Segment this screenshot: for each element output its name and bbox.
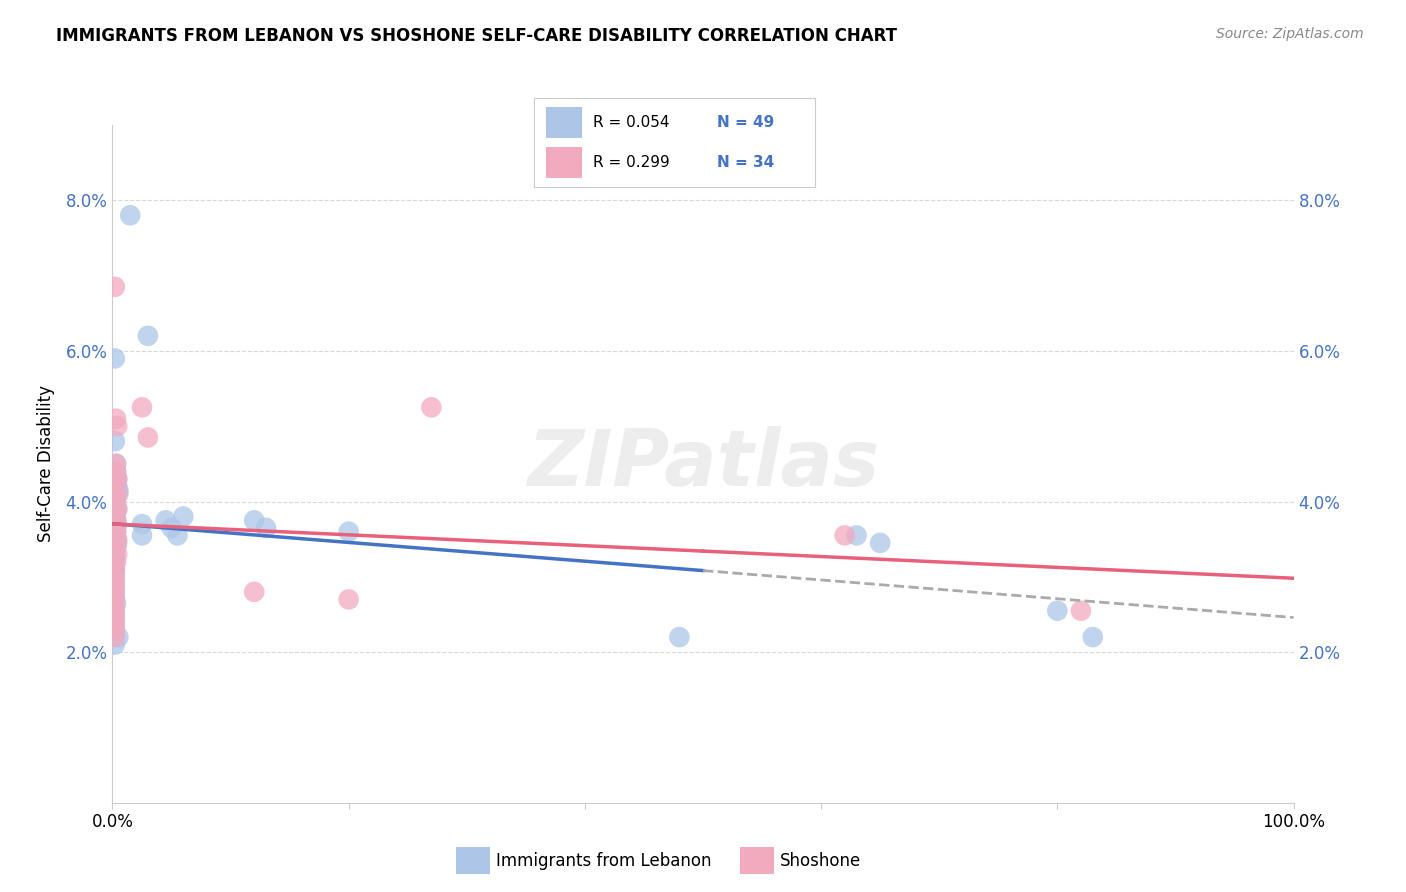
Point xyxy=(104,562,127,576)
Point xyxy=(105,555,128,569)
Point xyxy=(105,419,128,434)
Point xyxy=(105,547,128,561)
Point xyxy=(104,555,127,569)
Point xyxy=(105,517,128,532)
Point xyxy=(104,589,127,603)
Point xyxy=(420,401,443,415)
Point xyxy=(105,468,128,483)
Point xyxy=(105,479,128,493)
Point xyxy=(172,509,194,524)
Point xyxy=(104,592,127,607)
Point xyxy=(107,630,129,644)
Point xyxy=(120,208,142,222)
Point xyxy=(104,630,127,644)
Point xyxy=(104,351,127,366)
Point xyxy=(243,513,266,527)
Point xyxy=(104,434,127,449)
Text: N = 49: N = 49 xyxy=(717,115,775,129)
FancyBboxPatch shape xyxy=(546,147,582,178)
Point xyxy=(166,528,188,542)
Point xyxy=(104,509,127,524)
Text: ZIPatlas: ZIPatlas xyxy=(527,425,879,502)
Point xyxy=(869,536,891,550)
Point xyxy=(105,487,128,501)
Text: R = 0.299: R = 0.299 xyxy=(593,155,671,169)
Point xyxy=(254,521,277,535)
Point xyxy=(337,524,360,539)
Point xyxy=(104,574,127,588)
Point xyxy=(105,498,128,512)
Point xyxy=(104,570,127,584)
Point xyxy=(104,607,127,622)
Point xyxy=(107,483,129,498)
Point xyxy=(131,401,153,415)
Point xyxy=(1046,604,1069,618)
Point xyxy=(104,585,127,599)
Text: Immigrants from Lebanon: Immigrants from Lebanon xyxy=(496,852,711,870)
Point xyxy=(105,457,128,471)
Point xyxy=(105,472,128,486)
FancyBboxPatch shape xyxy=(546,107,582,138)
Point xyxy=(668,630,690,644)
Point xyxy=(105,457,128,471)
Point xyxy=(131,528,153,542)
Point xyxy=(105,532,128,546)
Point xyxy=(136,430,159,444)
Point xyxy=(105,524,128,539)
Point xyxy=(337,592,360,607)
Point xyxy=(160,521,183,535)
Point xyxy=(104,604,127,618)
Point xyxy=(243,585,266,599)
Point xyxy=(105,532,128,546)
Point xyxy=(104,611,127,625)
Point xyxy=(105,464,128,478)
Y-axis label: Self-Care Disability: Self-Care Disability xyxy=(37,385,55,542)
Point xyxy=(104,547,127,561)
Point xyxy=(104,599,127,614)
Point xyxy=(104,615,127,629)
Point xyxy=(105,513,128,527)
FancyBboxPatch shape xyxy=(456,847,489,874)
Point xyxy=(1070,604,1092,618)
Point xyxy=(131,517,153,532)
Point xyxy=(104,280,127,294)
Point xyxy=(834,528,856,542)
Point xyxy=(105,411,128,425)
Point xyxy=(105,494,128,508)
Point xyxy=(104,581,127,595)
Point xyxy=(105,472,128,486)
Point xyxy=(105,540,128,554)
Point xyxy=(105,517,128,532)
Point xyxy=(105,502,128,516)
Point xyxy=(104,566,127,580)
Point xyxy=(104,562,127,576)
Point xyxy=(155,513,177,527)
Text: Source: ZipAtlas.com: Source: ZipAtlas.com xyxy=(1216,27,1364,41)
Point xyxy=(105,479,128,493)
Point xyxy=(1081,630,1104,644)
Text: N = 34: N = 34 xyxy=(717,155,775,169)
Text: R = 0.054: R = 0.054 xyxy=(593,115,669,129)
Point xyxy=(105,524,128,539)
Point xyxy=(104,638,127,652)
Point xyxy=(105,509,128,524)
FancyBboxPatch shape xyxy=(740,847,775,874)
Text: IMMIGRANTS FROM LEBANON VS SHOSHONE SELF-CARE DISABILITY CORRELATION CHART: IMMIGRANTS FROM LEBANON VS SHOSHONE SELF… xyxy=(56,27,897,45)
Point xyxy=(104,623,127,637)
Point xyxy=(104,506,127,520)
Point xyxy=(105,502,128,516)
Point xyxy=(105,540,128,554)
Point xyxy=(105,464,128,478)
Text: Shoshone: Shoshone xyxy=(780,852,862,870)
Point xyxy=(105,596,128,610)
Point xyxy=(104,626,127,640)
Point xyxy=(104,577,127,591)
Point xyxy=(845,528,868,542)
Point xyxy=(136,328,159,343)
Point xyxy=(105,536,128,550)
Point xyxy=(104,619,127,633)
Point xyxy=(107,487,129,501)
